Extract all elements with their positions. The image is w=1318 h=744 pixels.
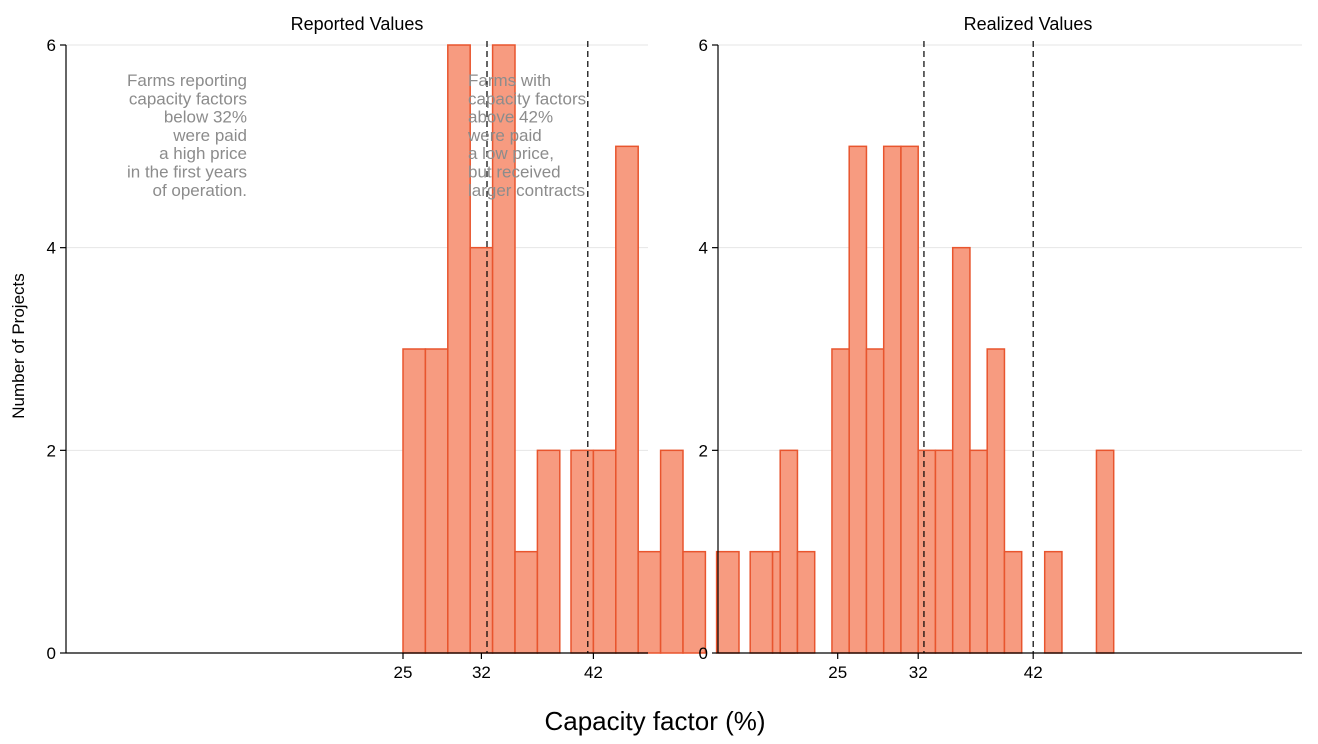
x-tick-label: 25 <box>394 663 413 682</box>
histogram-bar <box>848 145 868 654</box>
histogram-bar <box>637 550 662 654</box>
annotation-line: but received <box>468 163 561 182</box>
histogram-bar <box>447 44 471 654</box>
annotation-line: below 32% <box>164 108 247 127</box>
y-tick-label: 0 <box>47 644 56 663</box>
histogram-bar <box>682 550 707 654</box>
histogram-bar <box>469 246 494 654</box>
histogram-bar <box>934 449 954 654</box>
x-tick-label: 42 <box>584 663 603 682</box>
x-tick-label: 32 <box>909 663 928 682</box>
histogram-bar <box>882 145 902 654</box>
annotation-below-32: Farms reporting capacity factors below 32%… <box>127 71 247 200</box>
y-tick-label: 2 <box>47 441 56 460</box>
annotation-line: a low price, <box>468 144 554 163</box>
x-tick-label: 32 <box>472 663 491 682</box>
annotation-line: were paid <box>172 126 247 145</box>
histogram-bar <box>969 449 988 654</box>
y-axis-label: Number of Projects <box>9 273 28 419</box>
annotation-line: of operation. <box>152 181 247 200</box>
panel-title: Realized Values <box>964 14 1093 34</box>
annotation-line: in the first years <box>127 163 247 182</box>
panel-title: Reported Values <box>291 14 424 34</box>
x-tick-label: 25 <box>828 663 847 682</box>
annotation-line: Farms reporting <box>127 71 247 90</box>
histogram-bar <box>1003 550 1023 654</box>
x-axis-label: Capacity factor (%) <box>544 706 765 736</box>
annotation-line: capacity factors <box>129 89 247 108</box>
x-tick-label: 42 <box>1024 663 1043 682</box>
y-tick-label: 6 <box>699 36 708 55</box>
histogram-bar <box>514 550 539 654</box>
histogram-bar <box>986 348 1006 654</box>
y-tick-label: 4 <box>699 239 708 258</box>
y-tick-label: 6 <box>47 36 56 55</box>
y-tick-label: 2 <box>699 441 708 460</box>
annotation-line: larger contracts <box>468 181 585 200</box>
histogram-bar <box>779 449 799 654</box>
y-tick-label: 4 <box>47 239 56 258</box>
histogram-bar <box>1095 449 1115 654</box>
histogram-bar <box>749 550 774 654</box>
histogram-bar <box>831 348 850 654</box>
histogram-bar <box>570 449 595 654</box>
histogram-bar <box>1043 550 1063 654</box>
histogram-bar <box>796 550 816 654</box>
y-tick-label: 0 <box>699 644 708 663</box>
annotation-line: above 42% <box>468 108 553 127</box>
histogram-bar <box>424 348 449 654</box>
histogram-bar <box>917 449 937 654</box>
histogram-bar <box>402 348 427 654</box>
histogram-bar <box>951 246 971 654</box>
histogram-bar <box>536 449 561 654</box>
annotation-line: Farms with <box>468 71 551 90</box>
annotation-line: were paid <box>467 126 542 145</box>
histogram-bar <box>865 348 885 654</box>
histogram-bar <box>615 145 639 654</box>
histogram-bar <box>659 449 684 654</box>
annotation-line: capacity factors <box>468 89 586 108</box>
annotation-line: a high price <box>159 144 247 163</box>
histogram-bar <box>715 550 740 654</box>
histogram-bar <box>900 145 919 654</box>
annotation-above-42: Farms with capacity factors above 42% were … <box>467 71 586 200</box>
histogram-bar <box>592 449 617 654</box>
panel-realized-values: 0 2 4 6 25 32 42 Realized Values <box>699 14 1302 682</box>
